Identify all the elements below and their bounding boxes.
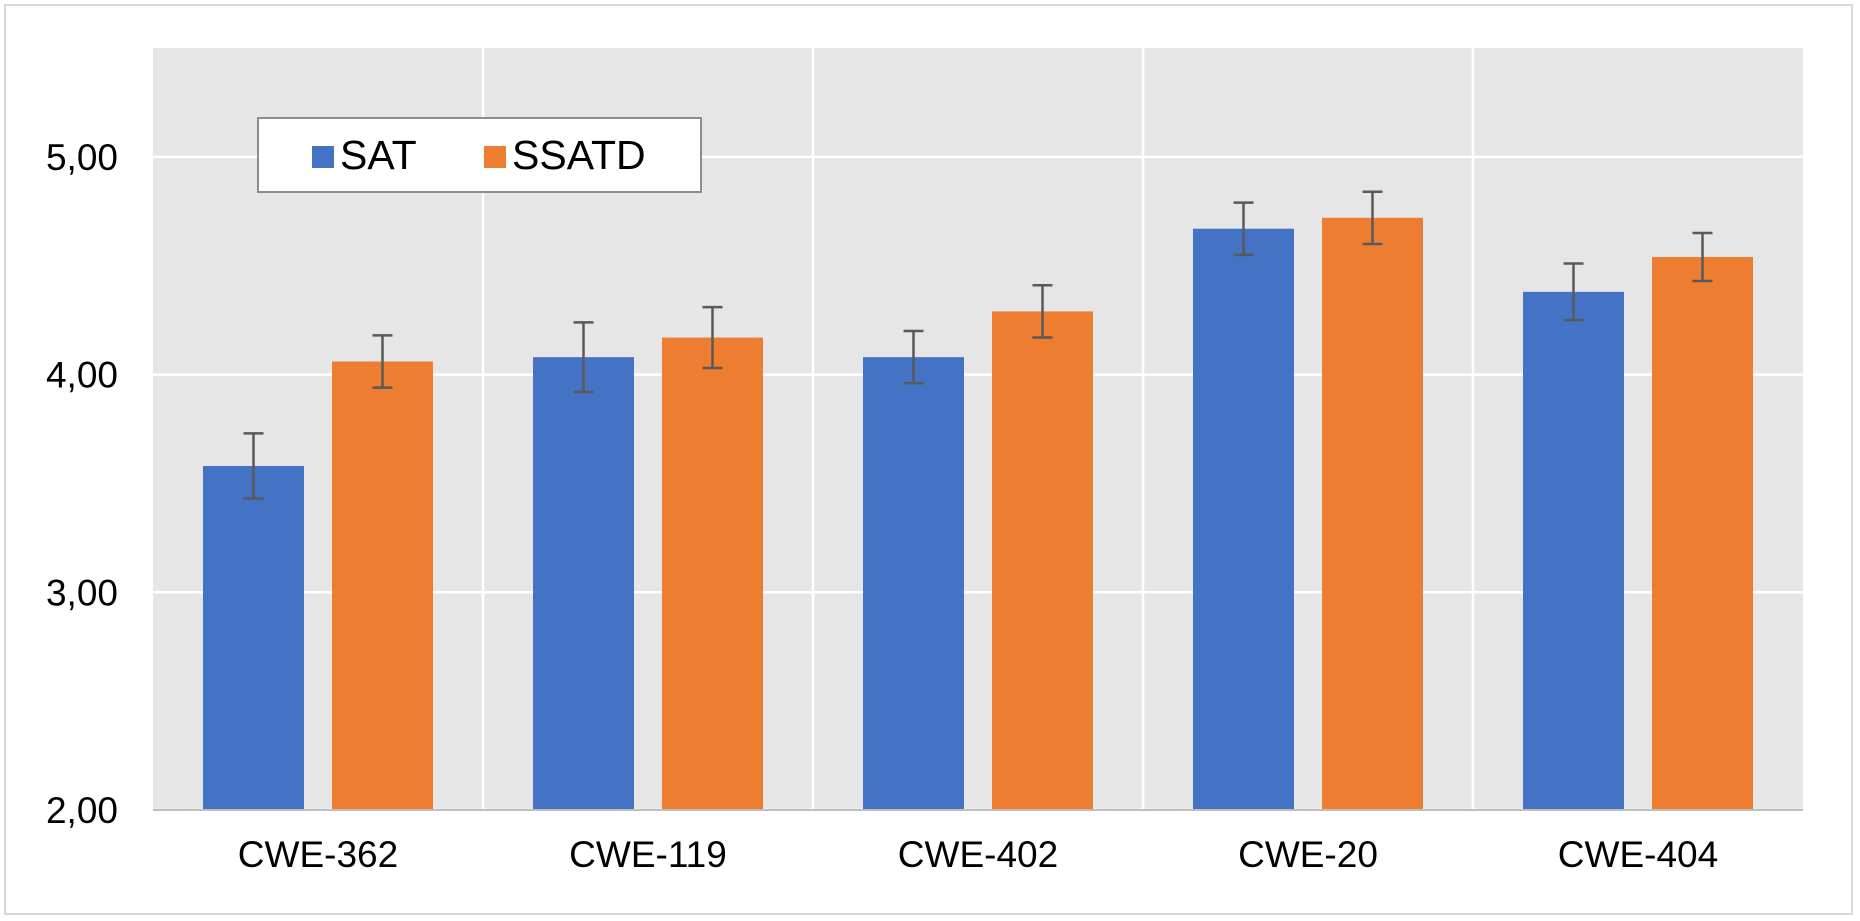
bar-ssatd-cwe-119 [662,337,763,810]
bar-sat-cwe-402 [863,357,964,810]
legend: SAT SSATD [257,117,702,193]
error-bar [903,329,924,385]
legend-swatch-ssatd [484,146,506,168]
legend-swatch-sat [312,146,334,168]
bar-ssatd-cwe-402 [992,311,1093,810]
x-tick-labels: CWE-362 CWE-119 CWE-402 CWE-20 CWE-404 [238,834,1718,875]
bar-ssatd-cwe-20 [1322,217,1423,810]
y-tick-label: 2,00 [46,790,118,831]
bar-sat-cwe-119 [533,357,634,810]
y-tick-label: 5,00 [46,137,118,178]
bar-sat-cwe-362 [203,466,304,810]
error-bar [243,432,264,500]
error-bar [372,334,393,389]
error-bar [1233,201,1254,257]
legend-label-sat: SAT [340,132,417,178]
y-tick-label: 4,00 [46,355,118,396]
x-tick-label: CWE-404 [1558,834,1718,875]
x-tick-label: CWE-20 [1238,834,1378,875]
y-tick-labels: 2,00 3,00 4,00 5,00 [46,137,118,831]
x-tick-label: CWE-362 [238,834,398,875]
error-bar [1032,284,1053,339]
bar-ssatd-cwe-362 [332,361,433,810]
x-tick-label: CWE-119 [569,834,727,875]
bar-ssatd-cwe-404 [1652,257,1753,810]
bar-sat-cwe-404 [1523,291,1624,811]
error-bar [573,321,594,394]
legend-label-ssatd: SSATD [512,132,646,178]
error-bar [702,305,723,370]
error-bar [1692,231,1713,283]
error-bar [1563,262,1584,322]
bars [203,217,1753,811]
x-tick-label: CWE-402 [898,834,1058,875]
y-tick-label: 3,00 [46,572,118,613]
error-bars [243,190,1713,500]
bar-sat-cwe-20 [1193,228,1294,810]
error-bar [1362,190,1383,246]
